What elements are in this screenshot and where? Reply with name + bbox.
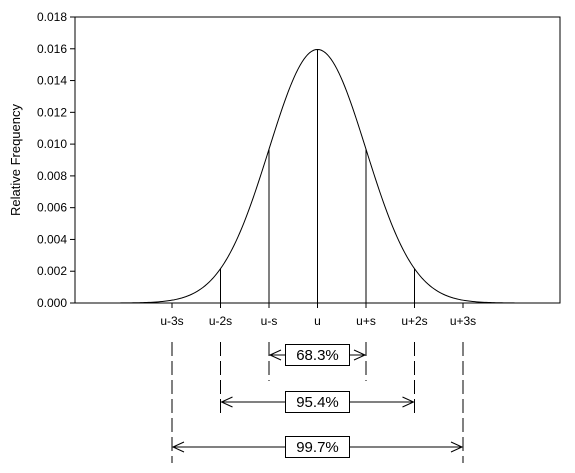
arrow-left-icon bbox=[268, 349, 282, 361]
y-tick-label: 0.006 bbox=[37, 201, 67, 215]
x-axis: u-3s u-2s u-s u u+s u+2s u+3s bbox=[160, 303, 476, 328]
x-tick-label: u-s bbox=[261, 314, 278, 328]
series-layer bbox=[75, 48, 560, 304]
x-tick-label: u+s bbox=[356, 314, 376, 328]
arrow-right-icon bbox=[450, 441, 464, 453]
interval-label: 95.4% bbox=[296, 394, 339, 411]
interval-label-box bbox=[285, 344, 350, 366]
x-tick-label: u+2s bbox=[401, 314, 427, 328]
y-tick-label: 0.012 bbox=[37, 105, 67, 119]
y-tick-label: 0.004 bbox=[37, 232, 67, 246]
interval-label-box bbox=[285, 391, 350, 413]
arrow-left-icon bbox=[220, 396, 233, 408]
interval-annotations: 68.3% 95.4% 99.7% bbox=[171, 342, 464, 463]
x-tick-label: u+3s bbox=[450, 314, 476, 328]
reference-lines bbox=[220, 49, 415, 303]
y-axis: 0.000 0.002 0.004 0.006 0.008 0.010 0.012 0.014… bbox=[37, 10, 75, 310]
y-axis-label: Relative Frequency bbox=[8, 104, 23, 216]
x-tick-label: u-3s bbox=[160, 314, 183, 328]
y-tick-label: 0.018 bbox=[37, 10, 67, 24]
y-tick-label: 0.016 bbox=[37, 42, 67, 56]
y-tick-label: 0.002 bbox=[37, 264, 67, 278]
arrow-left-icon bbox=[171, 441, 185, 453]
normal-curve-series bbox=[75, 48, 560, 304]
interval-label: 99.7% bbox=[296, 439, 339, 456]
y-tick-label: 0.010 bbox=[37, 137, 67, 151]
y-tick-label: 0.014 bbox=[37, 74, 67, 88]
x-tick-label: u-2s bbox=[209, 314, 232, 328]
x-tick-label: u bbox=[314, 314, 321, 328]
arrow-right-icon bbox=[402, 396, 415, 408]
y-tick-label: 0.008 bbox=[37, 169, 67, 183]
interval-label-box bbox=[285, 436, 350, 458]
arrow-right-icon bbox=[353, 349, 367, 361]
y-tick-label: 0.000 bbox=[37, 296, 67, 310]
interval-label: 68.3% bbox=[296, 347, 339, 364]
